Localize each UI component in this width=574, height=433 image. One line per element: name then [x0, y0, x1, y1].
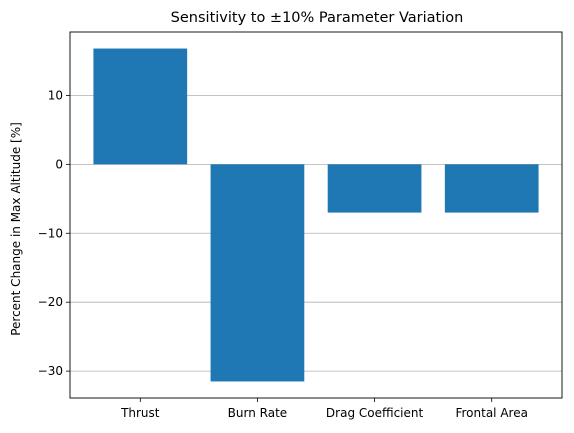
y-tick-label: −30 — [38, 364, 63, 378]
x-tick-label: Burn Rate — [228, 406, 288, 420]
bar-burn-rate — [210, 164, 305, 382]
x-tick-label: Frontal Area — [455, 406, 527, 420]
bar-thrust — [93, 48, 188, 165]
plot-frame — [69, 31, 563, 399]
y-tick-label: 10 — [48, 88, 63, 102]
axes: 10 0 −10 −20 −30 Thrust Burn Rate Drag Coeffici… — [38, 88, 528, 420]
y-tick-label: −20 — [38, 295, 63, 309]
bars — [93, 48, 539, 382]
x-tick-label: Drag Coefficient — [326, 406, 424, 420]
bar-drag-coefficient — [327, 164, 422, 213]
x-tick-label: Thrust — [120, 406, 160, 420]
chart-title: Sensitivity to ±10% Parameter Variation — [171, 10, 464, 26]
y-axis-label: Percent Change in Max Altitude [%] — [9, 122, 23, 336]
y-tick-label: 0 — [55, 157, 63, 171]
bar-frontal-area — [444, 164, 539, 213]
y-tick-label: −10 — [38, 226, 63, 240]
